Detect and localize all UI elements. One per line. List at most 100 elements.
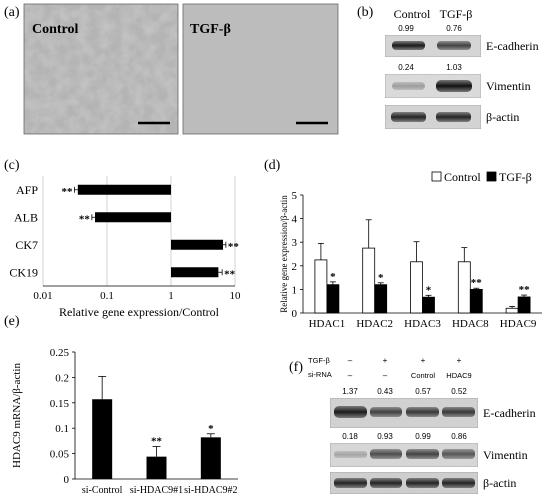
bar	[92, 399, 113, 479]
y-tick-label: 3	[292, 237, 298, 249]
y-tick-label: 0.1	[55, 423, 69, 435]
blot-f-value: 0.86	[451, 432, 467, 441]
panel-a-label: (a)	[4, 5, 20, 20]
bar	[171, 267, 219, 278]
blot-f-value: 0.57	[415, 387, 431, 396]
blot-band	[406, 407, 439, 417]
blot-band	[437, 41, 471, 50]
bar	[362, 247, 376, 314]
blot-f-lane-sirna: HDAC9	[446, 371, 471, 380]
category-label: HDAC8	[452, 318, 489, 330]
bar	[505, 307, 519, 314]
blot-b-value: 0.24	[398, 63, 414, 72]
bar	[469, 288, 483, 314]
significance-mark: **	[519, 284, 531, 296]
category-label: si-Control	[82, 485, 123, 496]
micrograph-tgf: TGF-β	[182, 3, 339, 135]
blot-f-actin-label: β-actin	[483, 476, 516, 490]
category-label: ALB	[14, 210, 38, 224]
bar	[517, 296, 531, 314]
blot-band	[406, 478, 439, 488]
blot-b-col-control: Control	[394, 7, 431, 21]
micrograph-tgf-label: TGF-β	[190, 22, 231, 37]
y-tick-label: 0	[292, 308, 298, 320]
blot-f-lane-tgf: +	[457, 356, 462, 365]
blot-band	[436, 112, 471, 122]
blot-f-vimentin-label: Vimentin	[483, 448, 528, 462]
blot-b-value: 0.99	[398, 24, 414, 33]
category-label: HDAC9	[500, 318, 537, 330]
blot-f-row-sirna: si-RNA	[308, 370, 332, 379]
panel-c-label: (c)	[4, 158, 20, 173]
significance-mark: **	[471, 277, 483, 289]
blot-f-value: 1.37	[342, 387, 358, 396]
blot-f-lane-sirna: Control	[411, 371, 436, 380]
chart-c: 0.01 0.1 1 10 Relative gene expression/Contr…	[9, 176, 241, 319]
x-tick-label: 1	[168, 290, 174, 302]
blot-band	[334, 451, 367, 458]
y-axis-label: Relative gene expression/β-actin	[279, 195, 289, 313]
blot-f-ecadherin-label: E-cadherin	[483, 406, 536, 420]
y-tick-label: 0.15	[50, 398, 70, 410]
category-label: AFP	[16, 183, 38, 197]
blot-f-ecadherin	[329, 397, 479, 429]
x-tick-label: 10	[230, 290, 242, 302]
bar	[314, 259, 328, 314]
blot-b-value: 0.76	[446, 24, 462, 33]
chart-e: 0 0.05 0.1 0.15 0.2 0.25 HDAC9 mRNA/β-actin si-…	[11, 347, 238, 496]
blot-f-value: 0.99	[415, 432, 431, 441]
significance-mark: **	[61, 186, 73, 198]
blot-b-col-tgf: TGF-β	[440, 7, 473, 21]
blot-band	[392, 41, 425, 50]
blot-f-value: 0.93	[377, 432, 393, 441]
blot-band	[406, 449, 439, 459]
blot-band	[442, 449, 475, 459]
category-label: HDAC1	[309, 318, 346, 330]
blot-band	[392, 82, 425, 90]
legend-swatch	[486, 171, 497, 182]
x-axis-label: Relative gene expression/Control	[59, 305, 220, 319]
category-label: CK7	[15, 238, 38, 252]
bar	[95, 212, 171, 223]
legend-swatch	[431, 171, 442, 182]
blot-f-row-tgf: TGF-β	[308, 356, 330, 365]
y-tick-label: 2	[292, 261, 298, 273]
significance-mark: **	[151, 435, 163, 447]
blot-band	[442, 478, 475, 488]
significance-mark: **	[79, 213, 91, 225]
significance-mark: *	[378, 272, 384, 284]
blot-band	[391, 112, 426, 122]
panel-b-label: (b)	[357, 5, 374, 20]
bar	[410, 261, 423, 314]
panel-d-label: (d)	[264, 158, 281, 173]
bar	[77, 184, 171, 195]
bar	[171, 239, 224, 250]
y-tick-label: 1	[292, 284, 298, 296]
blot-band	[334, 478, 367, 488]
blot-f-lane-sirna: –	[383, 371, 388, 380]
blot-f-lane-tgf: +	[383, 356, 388, 365]
significance-mark: *	[426, 284, 432, 296]
blot-b-ecadherin	[384, 34, 482, 58]
blot-f-lane-tgf: –	[348, 356, 353, 365]
category-label: HDAC2	[356, 318, 393, 330]
blot-band	[370, 407, 402, 417]
significance-mark: *	[330, 271, 336, 283]
blot-band	[370, 449, 402, 459]
x-tick-label: 0.01	[33, 290, 52, 302]
blot-b-value: 1.03	[446, 63, 462, 72]
category-label: HDAC3	[404, 318, 441, 330]
significance-mark: *	[208, 423, 214, 435]
category-label: CK19	[9, 265, 38, 279]
blot-band	[442, 407, 475, 417]
category-label: si-HDAC9#2	[184, 485, 237, 496]
blot-f-value: 0.52	[451, 387, 467, 396]
blot-band	[334, 406, 367, 418]
y-tick-label: 0.2	[55, 372, 69, 384]
micrograph-control-label: Control	[32, 22, 79, 37]
blot-band	[436, 80, 472, 92]
blot-b-actin-label: β-actin	[486, 110, 519, 124]
blot-b-vimentin-label: Vimentin	[486, 79, 531, 93]
